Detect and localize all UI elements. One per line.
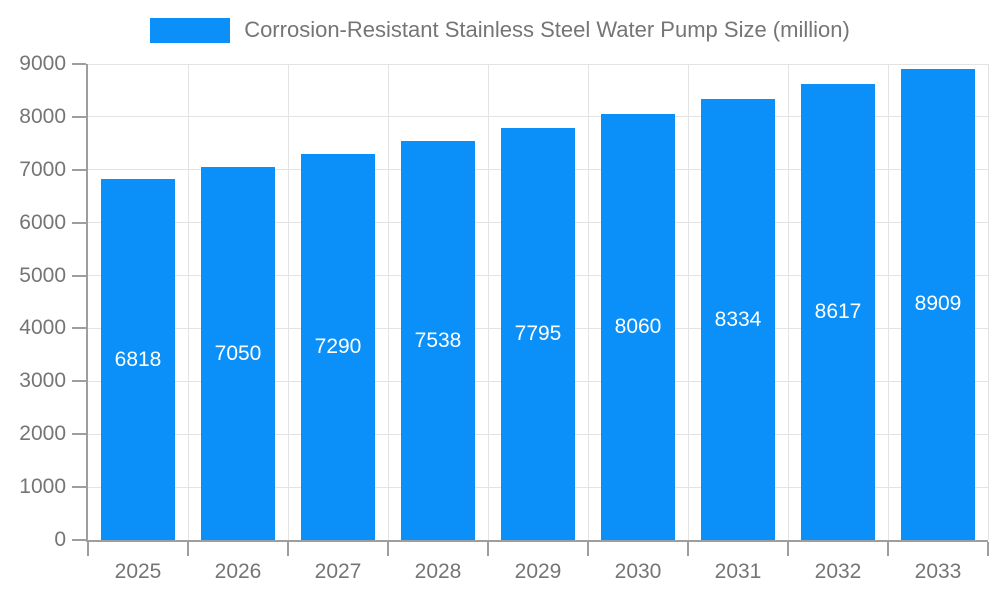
bar-value-label: 6818 xyxy=(114,347,162,371)
bar: 7538 xyxy=(401,141,475,540)
x-axis-tick xyxy=(287,542,289,556)
bar: 8617 xyxy=(801,84,875,540)
gridline-vertical xyxy=(987,64,989,540)
x-axis-tick xyxy=(987,542,989,556)
legend-item[interactable]: Corrosion-Resistant Stainless Steel Wate… xyxy=(150,17,850,43)
bar: 8909 xyxy=(901,68,975,540)
y-axis-tick-label: 8000 xyxy=(19,104,66,128)
y-axis-tick xyxy=(72,168,86,171)
x-axis-tick xyxy=(887,542,889,556)
x-axis-category-label: 2028 xyxy=(414,560,462,583)
bar-value-label: 7795 xyxy=(514,321,562,345)
bar: 8334 xyxy=(701,99,775,540)
y-axis-tick-label: 6000 xyxy=(19,210,66,234)
legend-swatch xyxy=(150,17,231,43)
bar: 7290 xyxy=(301,154,375,540)
legend-label: Corrosion-Resistant Stainless Steel Wate… xyxy=(244,17,850,42)
y-axis-tick-label: 9000 xyxy=(19,52,66,75)
bar-value-label: 8334 xyxy=(714,307,762,331)
y-axis-tick xyxy=(72,274,86,277)
gridline-vertical xyxy=(187,64,189,540)
y-axis-tick xyxy=(72,433,86,436)
x-axis-category-label: 2027 xyxy=(314,560,362,583)
x-axis-category-label: 2025 xyxy=(114,560,162,583)
y-axis-tick xyxy=(72,486,86,489)
gridline-vertical xyxy=(487,64,489,540)
gridline-vertical xyxy=(887,64,889,540)
x-axis-tick xyxy=(187,542,189,556)
bar-value-label: 8617 xyxy=(814,300,862,324)
y-axis-tick-label: 1000 xyxy=(19,475,66,499)
gridline-vertical xyxy=(687,64,689,540)
bar-value-label: 8909 xyxy=(914,292,962,316)
x-axis-category-label: 2026 xyxy=(214,560,262,583)
x-axis-tick xyxy=(787,542,789,556)
y-axis-tick-label: 4000 xyxy=(19,316,66,340)
y-axis-tick xyxy=(72,115,86,118)
y-axis-tick-label: 3000 xyxy=(19,369,66,393)
bar-value-label: 7538 xyxy=(414,328,462,352)
bar-value-label: 7050 xyxy=(214,341,262,365)
x-axis-tick xyxy=(687,542,689,556)
x-axis-tick xyxy=(487,542,489,556)
y-axis-tick xyxy=(72,539,86,541)
x-axis-tick xyxy=(587,542,589,556)
y-axis-tick xyxy=(72,63,86,65)
legend: Corrosion-Resistant Stainless Steel Wate… xyxy=(0,17,1000,43)
gridline-vertical xyxy=(287,64,289,540)
gridline-vertical xyxy=(787,64,789,540)
y-axis-tick-label: 2000 xyxy=(19,422,66,446)
x-axis-category-label: 2030 xyxy=(614,560,662,583)
gridline-horizontal xyxy=(88,116,988,118)
bar: 8060 xyxy=(601,113,675,540)
gridline-vertical xyxy=(587,64,589,540)
y-axis-tick-label: 0 xyxy=(54,528,66,551)
y-axis-tick xyxy=(72,221,86,224)
bar-value-label: 8060 xyxy=(614,314,662,338)
x-axis-tick xyxy=(87,542,89,556)
bar-value-label: 7290 xyxy=(314,335,362,359)
gridline-horizontal xyxy=(88,63,988,65)
bar: 6818 xyxy=(101,179,175,540)
x-axis-category-label: 2029 xyxy=(514,560,562,583)
x-axis-category-label: 2033 xyxy=(914,560,962,583)
x-axis-tick xyxy=(387,542,389,556)
y-axis-tick xyxy=(72,327,86,330)
x-axis-category-label: 2031 xyxy=(714,560,762,583)
x-axis-category-label: 2032 xyxy=(814,560,862,583)
y-axis-tick-label: 5000 xyxy=(19,263,66,287)
plot-area: 0 1000 2000 3000 4000 5000 6000 7000 8000 9000 202… xyxy=(19,52,989,583)
y-axis-tick-label: 7000 xyxy=(19,157,66,181)
bar: 7050 xyxy=(201,167,275,540)
y-axis-tick xyxy=(72,380,86,383)
gridline-vertical xyxy=(387,64,389,540)
bar: 7795 xyxy=(501,127,575,540)
